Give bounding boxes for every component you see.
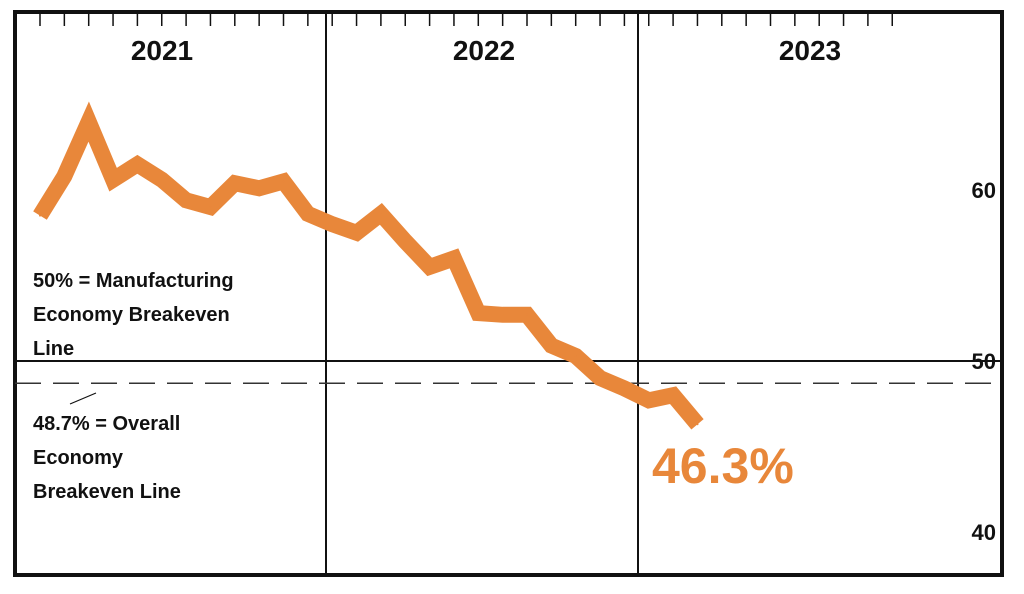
data-point-2022-12 bbox=[599, 377, 602, 380]
data-point-2023-01 bbox=[623, 387, 626, 390]
pmi-series-points bbox=[39, 120, 699, 426]
data-point-2022-03 bbox=[379, 212, 382, 215]
data-point-2023-04 bbox=[696, 423, 699, 426]
overall-annotation-line-1: 48.7% = Overall bbox=[33, 413, 180, 435]
data-point-2021-05 bbox=[136, 163, 139, 166]
data-point-2022-10 bbox=[550, 344, 553, 347]
overall-annotation-pointer bbox=[69, 392, 97, 405]
data-point-2021-03 bbox=[87, 120, 90, 123]
top-month-ticks bbox=[39, 12, 893, 26]
data-point-2022-07 bbox=[477, 312, 480, 315]
data-point-2021-07 bbox=[185, 199, 188, 202]
data-point-2021-11 bbox=[282, 180, 285, 183]
data-point-2022-08 bbox=[501, 313, 504, 316]
data-point-2022-01 bbox=[331, 223, 334, 226]
data-point-2022-05 bbox=[428, 265, 431, 268]
year-label-2021: 2021 bbox=[131, 35, 193, 66]
data-point-2023-03 bbox=[672, 394, 675, 397]
manufacturing-annotation-line-3: Line bbox=[33, 338, 74, 360]
data-point-2021-04 bbox=[112, 178, 115, 181]
y-tick-label-60: 60 bbox=[972, 178, 996, 203]
manufacturing-annotation-line-1: 50% = Manufacturing bbox=[33, 270, 234, 292]
data-point-2021-10 bbox=[258, 187, 261, 190]
data-point-2023-02 bbox=[647, 399, 650, 402]
data-point-2021-02 bbox=[63, 175, 66, 178]
data-point-2021-09 bbox=[233, 182, 236, 185]
overall-annotation-line-3: Breakeven Line bbox=[33, 481, 181, 503]
data-point-2022-06 bbox=[453, 257, 455, 260]
data-point-2021-12 bbox=[306, 212, 309, 215]
data-point-2022-09 bbox=[526, 313, 528, 316]
data-point-2021-01 bbox=[39, 214, 41, 217]
year-label-2023: 2023 bbox=[779, 35, 841, 66]
pmi-series-line bbox=[33, 101, 704, 430]
last-value-label: 46.3% bbox=[652, 438, 794, 494]
overall-annotation-line-2: Economy bbox=[33, 447, 124, 469]
manufacturing-annotation-line-2: Economy Breakeven bbox=[33, 304, 230, 326]
data-point-2022-11 bbox=[574, 354, 577, 357]
year-label-2022: 2022 bbox=[453, 35, 515, 66]
data-point-2022-02 bbox=[355, 231, 358, 234]
data-point-2021-06 bbox=[160, 178, 163, 181]
y-tick-label-40: 40 bbox=[972, 520, 996, 545]
data-point-2022-04 bbox=[404, 240, 407, 243]
data-point-2021-08 bbox=[209, 206, 212, 209]
chart-frame bbox=[13, 10, 1004, 577]
y-tick-label-50: 50 bbox=[972, 349, 996, 374]
